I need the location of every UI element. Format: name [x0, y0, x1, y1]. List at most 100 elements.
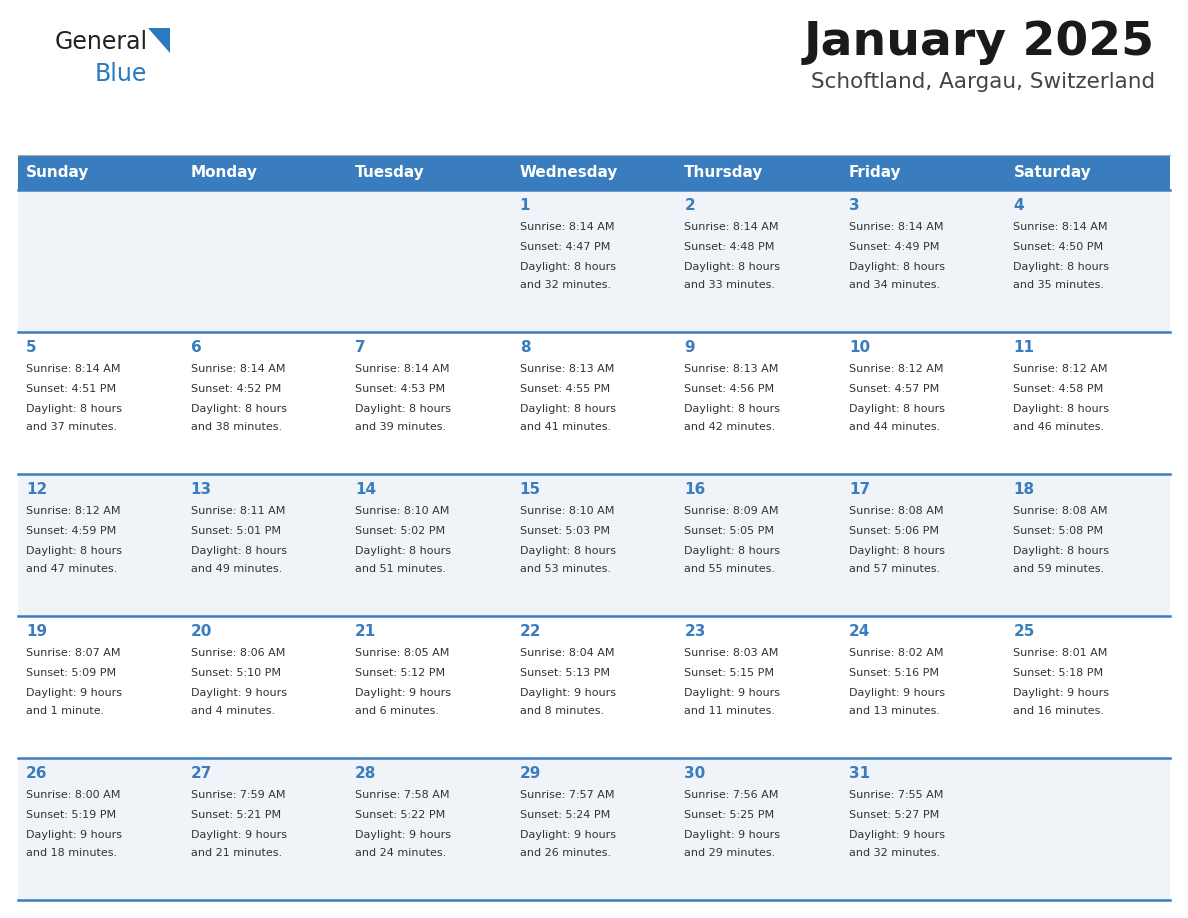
Text: Sunrise: 7:57 AM: Sunrise: 7:57 AM — [519, 790, 614, 800]
Text: 25: 25 — [1013, 624, 1035, 639]
Text: Sunset: 5:12 PM: Sunset: 5:12 PM — [355, 668, 446, 678]
Text: January 2025: January 2025 — [804, 20, 1155, 65]
Text: 14: 14 — [355, 482, 377, 497]
Text: Sunrise: 8:12 AM: Sunrise: 8:12 AM — [26, 506, 120, 516]
Text: and 11 minutes.: and 11 minutes. — [684, 706, 776, 716]
Text: 23: 23 — [684, 624, 706, 639]
Text: Sunrise: 8:03 AM: Sunrise: 8:03 AM — [684, 648, 778, 658]
Text: Daylight: 9 hours: Daylight: 9 hours — [849, 830, 944, 840]
Bar — [18, 474, 1170, 616]
Text: 22: 22 — [519, 624, 542, 639]
Text: Daylight: 9 hours: Daylight: 9 hours — [849, 688, 944, 698]
Text: 28: 28 — [355, 766, 377, 781]
Text: Daylight: 9 hours: Daylight: 9 hours — [519, 830, 615, 840]
Text: Thursday: Thursday — [684, 165, 764, 180]
Text: Sunset: 4:50 PM: Sunset: 4:50 PM — [1013, 242, 1104, 252]
Text: 2: 2 — [684, 198, 695, 213]
Text: and 13 minutes.: and 13 minutes. — [849, 706, 940, 716]
Text: and 24 minutes.: and 24 minutes. — [355, 848, 447, 858]
Text: Sunrise: 8:14 AM: Sunrise: 8:14 AM — [1013, 222, 1108, 232]
Text: Sunset: 4:47 PM: Sunset: 4:47 PM — [519, 242, 611, 252]
Text: 3: 3 — [849, 198, 859, 213]
Text: Sunset: 4:58 PM: Sunset: 4:58 PM — [1013, 384, 1104, 394]
Bar — [347, 155, 512, 190]
Text: Sunset: 4:55 PM: Sunset: 4:55 PM — [519, 384, 609, 394]
Text: Sunrise: 8:04 AM: Sunrise: 8:04 AM — [519, 648, 614, 658]
Text: and 38 minutes.: and 38 minutes. — [190, 422, 282, 432]
Text: Sunrise: 8:08 AM: Sunrise: 8:08 AM — [1013, 506, 1108, 516]
Text: Daylight: 9 hours: Daylight: 9 hours — [26, 830, 122, 840]
Text: Sunrise: 8:02 AM: Sunrise: 8:02 AM — [849, 648, 943, 658]
Text: and 26 minutes.: and 26 minutes. — [519, 848, 611, 858]
Text: Sunrise: 7:59 AM: Sunrise: 7:59 AM — [190, 790, 285, 800]
Text: Daylight: 9 hours: Daylight: 9 hours — [26, 688, 122, 698]
Text: Daylight: 9 hours: Daylight: 9 hours — [684, 830, 781, 840]
Text: and 47 minutes.: and 47 minutes. — [26, 564, 118, 574]
Text: Tuesday: Tuesday — [355, 165, 425, 180]
Text: Monday: Monday — [190, 165, 258, 180]
Text: and 55 minutes.: and 55 minutes. — [684, 564, 776, 574]
Text: 18: 18 — [1013, 482, 1035, 497]
Text: Sunrise: 8:14 AM: Sunrise: 8:14 AM — [26, 364, 120, 374]
Text: Sunset: 5:18 PM: Sunset: 5:18 PM — [1013, 668, 1104, 678]
Text: Daylight: 8 hours: Daylight: 8 hours — [849, 546, 944, 556]
Text: Daylight: 9 hours: Daylight: 9 hours — [190, 830, 286, 840]
Text: 26: 26 — [26, 766, 48, 781]
Text: and 41 minutes.: and 41 minutes. — [519, 422, 611, 432]
Text: Sunrise: 8:12 AM: Sunrise: 8:12 AM — [849, 364, 943, 374]
Text: Daylight: 9 hours: Daylight: 9 hours — [190, 688, 286, 698]
Text: and 6 minutes.: and 6 minutes. — [355, 706, 440, 716]
Text: Sunrise: 8:14 AM: Sunrise: 8:14 AM — [684, 222, 779, 232]
Text: Sunset: 4:49 PM: Sunset: 4:49 PM — [849, 242, 940, 252]
Bar — [18, 190, 1170, 332]
Text: 19: 19 — [26, 624, 48, 639]
Text: Daylight: 8 hours: Daylight: 8 hours — [26, 404, 122, 414]
Text: Sunset: 5:15 PM: Sunset: 5:15 PM — [684, 668, 775, 678]
Text: Sunrise: 8:13 AM: Sunrise: 8:13 AM — [519, 364, 614, 374]
Text: 29: 29 — [519, 766, 541, 781]
Text: and 33 minutes.: and 33 minutes. — [684, 280, 776, 290]
Text: Sunset: 5:08 PM: Sunset: 5:08 PM — [1013, 526, 1104, 536]
Text: Sunrise: 8:09 AM: Sunrise: 8:09 AM — [684, 506, 779, 516]
Text: Daylight: 8 hours: Daylight: 8 hours — [849, 404, 944, 414]
Text: Blue: Blue — [95, 62, 147, 86]
Text: Sunset: 5:01 PM: Sunset: 5:01 PM — [190, 526, 280, 536]
Text: Sunset: 5:03 PM: Sunset: 5:03 PM — [519, 526, 609, 536]
Bar — [18, 155, 183, 190]
Text: Daylight: 8 hours: Daylight: 8 hours — [190, 404, 286, 414]
Text: and 44 minutes.: and 44 minutes. — [849, 422, 940, 432]
Text: Sunset: 5:16 PM: Sunset: 5:16 PM — [849, 668, 939, 678]
Text: Sunrise: 8:12 AM: Sunrise: 8:12 AM — [1013, 364, 1108, 374]
Polygon shape — [148, 28, 170, 53]
Text: and 8 minutes.: and 8 minutes. — [519, 706, 604, 716]
Text: Sunset: 5:13 PM: Sunset: 5:13 PM — [519, 668, 609, 678]
Text: and 51 minutes.: and 51 minutes. — [355, 564, 447, 574]
Text: Sunrise: 8:10 AM: Sunrise: 8:10 AM — [519, 506, 614, 516]
Text: Sunset: 5:21 PM: Sunset: 5:21 PM — [190, 810, 280, 820]
Text: Daylight: 8 hours: Daylight: 8 hours — [26, 546, 122, 556]
Text: and 21 minutes.: and 21 minutes. — [190, 848, 282, 858]
Text: and 46 minutes.: and 46 minutes. — [1013, 422, 1105, 432]
Text: Wednesday: Wednesday — [519, 165, 618, 180]
Text: Daylight: 8 hours: Daylight: 8 hours — [519, 404, 615, 414]
Bar — [676, 155, 841, 190]
Text: Sunset: 4:48 PM: Sunset: 4:48 PM — [684, 242, 775, 252]
Text: Sunset: 5:24 PM: Sunset: 5:24 PM — [519, 810, 609, 820]
Text: 11: 11 — [1013, 340, 1035, 355]
Text: Sunrise: 8:08 AM: Sunrise: 8:08 AM — [849, 506, 943, 516]
Text: 9: 9 — [684, 340, 695, 355]
Text: Sunrise: 8:06 AM: Sunrise: 8:06 AM — [190, 648, 285, 658]
Text: Sunset: 4:52 PM: Sunset: 4:52 PM — [190, 384, 280, 394]
Text: Sunrise: 8:10 AM: Sunrise: 8:10 AM — [355, 506, 449, 516]
Text: 1: 1 — [519, 198, 530, 213]
Text: Daylight: 9 hours: Daylight: 9 hours — [1013, 688, 1110, 698]
Text: and 32 minutes.: and 32 minutes. — [849, 848, 940, 858]
Text: Sunset: 4:51 PM: Sunset: 4:51 PM — [26, 384, 116, 394]
Text: Sunday: Sunday — [26, 165, 89, 180]
Text: Sunrise: 8:11 AM: Sunrise: 8:11 AM — [190, 506, 285, 516]
Text: 15: 15 — [519, 482, 541, 497]
Text: Daylight: 8 hours: Daylight: 8 hours — [684, 404, 781, 414]
Text: and 57 minutes.: and 57 minutes. — [849, 564, 940, 574]
Text: and 35 minutes.: and 35 minutes. — [1013, 280, 1105, 290]
Text: Sunset: 5:10 PM: Sunset: 5:10 PM — [190, 668, 280, 678]
